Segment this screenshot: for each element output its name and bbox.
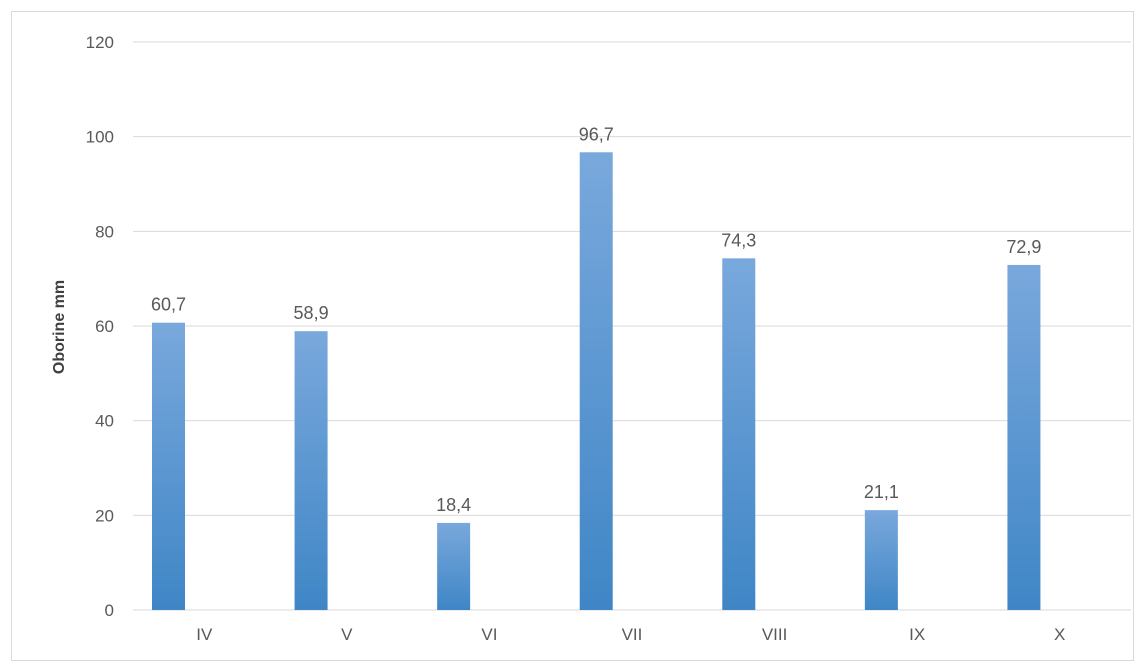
x-tick-label: VIII: [762, 625, 788, 644]
y-axis-title: Oborine mm: [51, 280, 68, 374]
bar-v: [294, 331, 328, 610]
y-tick-label: 40: [95, 412, 114, 431]
data-label: 21,1: [864, 482, 899, 502]
y-tick-label: 0: [105, 601, 114, 620]
chart-frame: [11, 11, 1134, 661]
bar-vi: [437, 522, 471, 610]
y-axis-ticks: 0 20 40 60 80 100 120: [86, 33, 114, 620]
y-tick-label: 120: [86, 33, 114, 52]
gridlines: [133, 41, 1131, 611]
data-label: 18,4: [436, 495, 471, 515]
x-tick-label: X: [1054, 625, 1065, 644]
data-labels: 60,7 58,9 18,4 96,7 74,3 21,1 72,9: [151, 124, 1041, 515]
x-tick-label: IX: [909, 625, 925, 644]
y-tick-label: 100: [86, 128, 114, 147]
x-tick-label: VII: [622, 625, 643, 644]
x-tick-label: IV: [196, 625, 213, 644]
bar-x: [1007, 264, 1041, 610]
data-label: 72,9: [1006, 237, 1041, 257]
data-label: 58,9: [294, 303, 329, 323]
y-tick-label: 60: [95, 317, 114, 336]
bar-viii: [722, 258, 756, 610]
bar-vii: [579, 152, 613, 610]
bar-iv: [152, 322, 185, 610]
data-label: 74,3: [721, 230, 756, 250]
x-axis-ticks: IV V VI VII VIII IX X: [196, 625, 1065, 644]
x-tick-label: V: [341, 625, 353, 644]
x-tick-label: VI: [481, 625, 497, 644]
y-tick-label: 80: [95, 222, 114, 241]
data-label: 60,7: [151, 295, 186, 315]
bar-ix: [864, 510, 898, 610]
y-tick-label: 20: [95, 506, 114, 525]
data-label: 96,7: [579, 124, 614, 144]
bars: [152, 152, 1041, 610]
